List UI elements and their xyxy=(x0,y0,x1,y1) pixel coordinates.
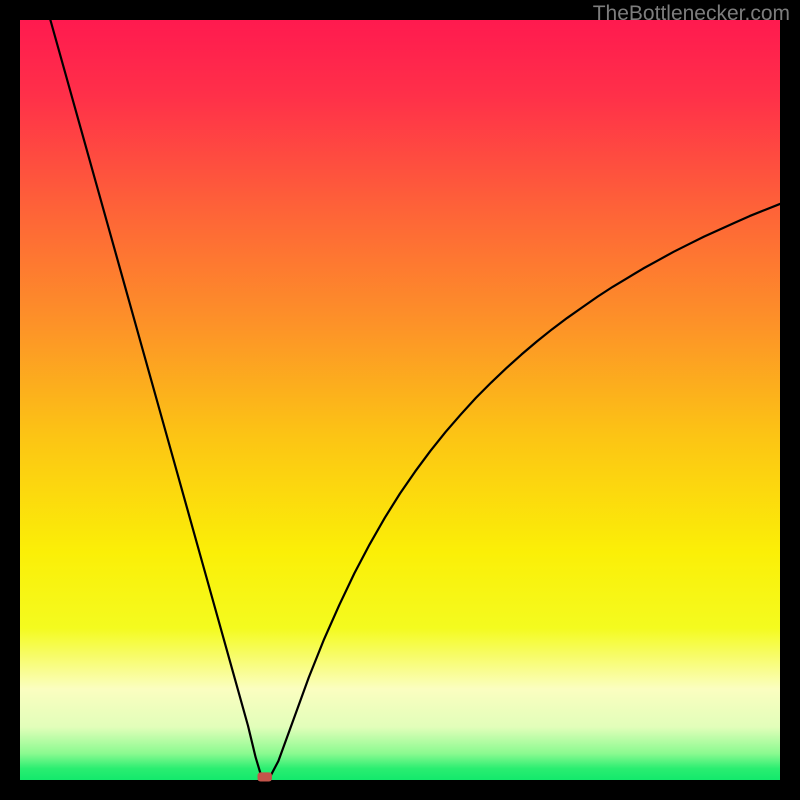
optimal-point-marker xyxy=(258,772,272,781)
chart-frame: TheBottlenecker.com xyxy=(0,0,800,800)
plot-background xyxy=(20,20,780,780)
watermark-text: TheBottlenecker.com xyxy=(593,2,790,26)
bottleneck-chart xyxy=(0,0,800,800)
